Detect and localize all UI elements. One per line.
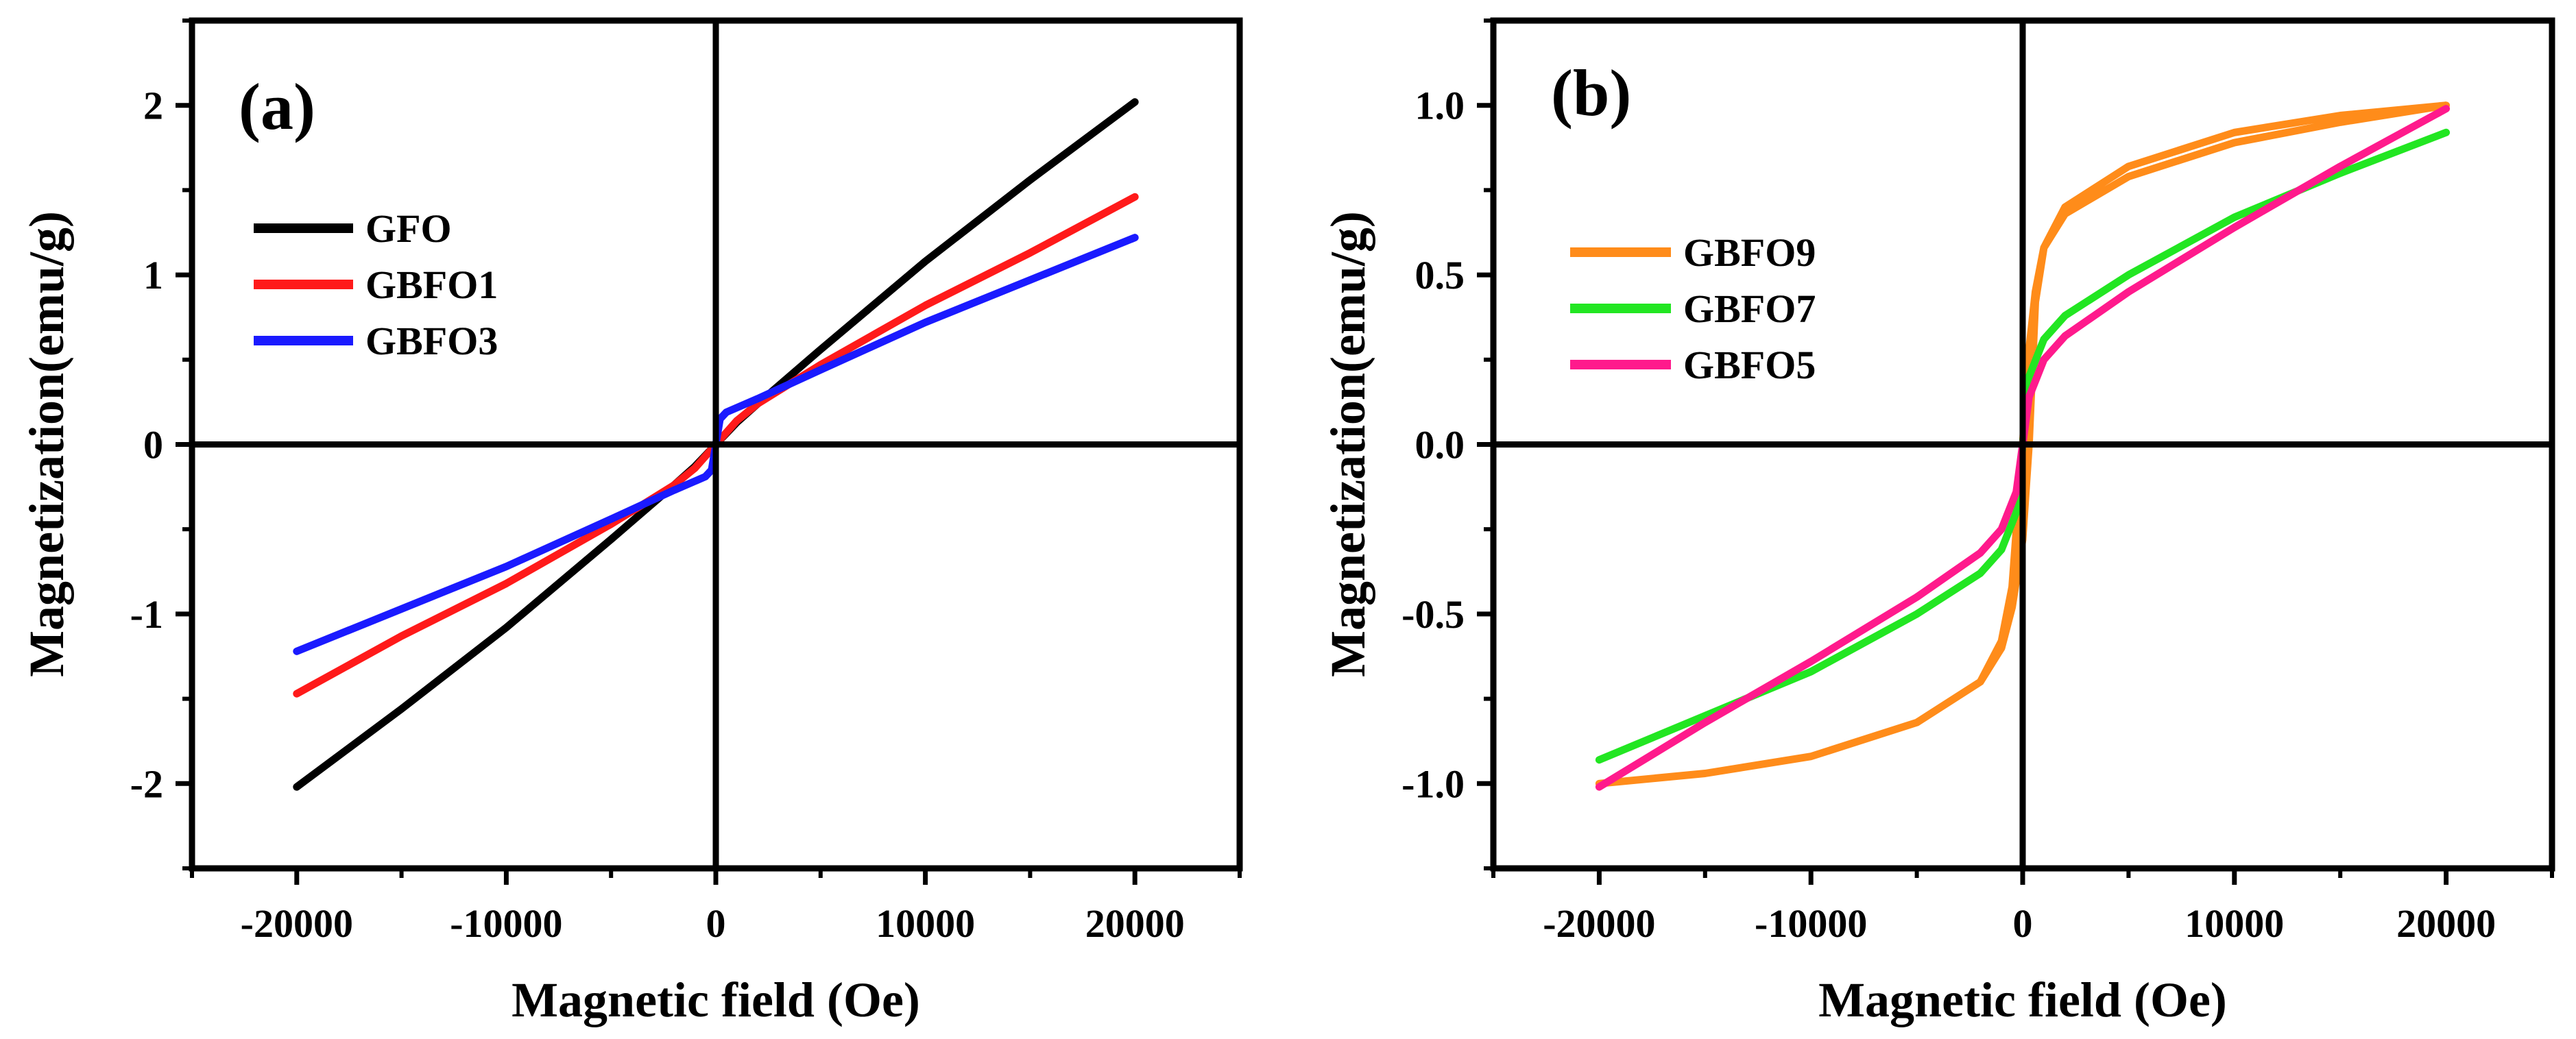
- legend-label-gbfo1: GBFO1: [365, 262, 498, 307]
- chart-a-frame: [189, 17, 1243, 872]
- legend-a: GFO GBFO1 GBFO3: [254, 206, 498, 363]
- chart-panel-b: -20000 -10000 0 10000 20000 -1.0 -0.5 0.0 0.5 1.0…: [1321, 17, 2555, 1027]
- y-tick-label-b: 0.0: [1415, 423, 1465, 467]
- x-tick-label-a: 20000: [1085, 901, 1185, 946]
- y-tick-label-b: -1.0: [1401, 761, 1465, 806]
- x-tick-label-b: 0: [2013, 901, 2033, 946]
- y-tick-label-b: -0.5: [1401, 592, 1465, 637]
- y-tick-label-a: -1: [130, 592, 163, 637]
- x-tick-label-a: 10000: [876, 901, 975, 946]
- y-tick-label-a: -2: [130, 761, 163, 806]
- y-axis-label-b: Magnetization(emu/g): [1321, 211, 1375, 677]
- y-tick-label-b: 1.0: [1415, 84, 1465, 128]
- x-tick-label-b: 20000: [2396, 901, 2496, 946]
- x-axis-label-b: Magnetic field (Oe): [1818, 973, 2227, 1027]
- x-tick-label-b: -20000: [1543, 901, 1655, 946]
- x-tick-label-b: -10000: [1755, 901, 1867, 946]
- legend-label-gbfo5: GBFO5: [1683, 343, 1816, 387]
- y-tick-label-a: 2: [143, 84, 163, 128]
- x-tick-label-b: 10000: [2184, 901, 2284, 946]
- x-tick-label-a: -20000: [241, 901, 353, 946]
- legend-label-gfo: GFO: [365, 206, 452, 251]
- chart-panel-a: -20000 -10000 0 10000 20000 -2 -1 0 1 2 (a) Magne…: [19, 17, 1243, 1027]
- chart-b-frame: [1490, 17, 2555, 872]
- legend-label-gbfo9: GBFO9: [1683, 230, 1816, 275]
- x-axis-label-a: Magnetic field (Oe): [511, 973, 920, 1027]
- panel-label-b: (b): [1551, 56, 1631, 130]
- y-tick-label-a: 1: [143, 253, 163, 297]
- y-tick-label-b: 0.5: [1415, 253, 1465, 297]
- x-tick-label-a: -10000: [450, 901, 562, 946]
- y-tick-label-a: 0: [143, 423, 163, 467]
- panel-label-a: (a): [239, 70, 315, 143]
- x-tick-label-a: 0: [706, 901, 726, 946]
- y-axis-label-a: Magnetization(emu/g): [19, 211, 74, 677]
- legend-label-gbfo7: GBFO7: [1683, 286, 1816, 331]
- legend-b: GBFO9 GBFO7 GBFO5: [1570, 230, 1816, 387]
- legend-label-gbfo3: GBFO3: [365, 319, 498, 363]
